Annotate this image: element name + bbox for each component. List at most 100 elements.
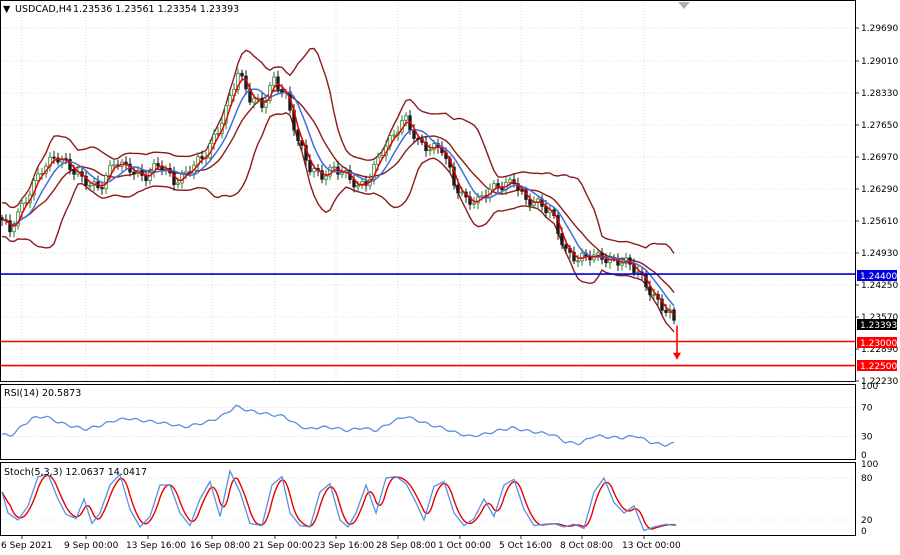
time-tick-label: 23 Sep 16:00	[314, 541, 374, 551]
moving-averages	[1, 78, 675, 315]
candle-body	[560, 233, 564, 246]
time-tick-label: 5 Oct 16:00	[499, 541, 552, 551]
candle-body	[228, 95, 232, 107]
current-price-tag: 1.23393	[857, 319, 897, 331]
price-tick-label: 1.26290	[861, 185, 898, 195]
header-arrow-icon[interactable]: ▼	[3, 4, 11, 15]
main-panel-frame	[0, 0, 856, 382]
candle	[60, 155, 64, 169]
candle	[324, 170, 328, 186]
scroll-marker-icon[interactable]	[678, 2, 690, 9]
candle	[672, 306, 676, 325]
stoch-signal-line	[1, 474, 677, 530]
candle-body	[356, 185, 360, 188]
price-tick-label: 1.29690	[861, 24, 898, 34]
candle-body	[604, 258, 608, 264]
candle-body	[596, 252, 600, 256]
candle-body	[424, 141, 428, 152]
support-level-tag: 1.24400	[857, 270, 897, 282]
stoch-panel-frame	[0, 462, 856, 536]
rsi-tick-label: 100	[861, 382, 878, 392]
candle-body	[652, 294, 656, 296]
candle-body	[564, 244, 568, 249]
bollinger-bands	[1, 47, 675, 333]
stoch-main-line	[1, 469, 677, 532]
rsi-label: RSI(14) 20.5873	[4, 388, 81, 399]
candle-body	[672, 309, 676, 321]
price-tick-label: 1.23570	[861, 313, 898, 323]
candle	[260, 92, 264, 113]
price-tick-label: 1.22890	[861, 345, 898, 355]
time-axis: 6 Sep 2021 9 Sep 00:00 13 Sep 16:00 16 Sep …	[1, 535, 681, 551]
price-tick-label: 1.28330	[861, 89, 898, 99]
horizontal-levels	[1, 273, 855, 367]
candle	[228, 90, 232, 109]
candle-body	[508, 179, 512, 183]
price-tick-label: 1.27650	[861, 121, 898, 131]
candle	[236, 68, 240, 94]
time-tick-label: 16 Sep 08:00	[190, 541, 250, 551]
candle-body	[328, 166, 332, 177]
candle-body	[496, 183, 500, 189]
candle-body	[296, 129, 300, 141]
slow-ma-line	[1, 88, 675, 307]
stoch-tick-label: 100	[861, 460, 878, 470]
candle	[548, 204, 552, 219]
rsi-tick-label: 0	[861, 451, 867, 461]
stoch-tick-label: 80	[861, 474, 873, 484]
fast-ma-line	[1, 78, 675, 315]
candle	[8, 214, 12, 238]
candle-body	[392, 134, 396, 137]
candle	[16, 208, 20, 230]
candle-body	[36, 173, 40, 181]
candle	[576, 254, 580, 268]
candle	[124, 156, 128, 170]
candle-body	[132, 171, 136, 175]
candle	[424, 136, 428, 157]
candle-body	[172, 172, 176, 185]
candle-body	[500, 187, 504, 191]
candle-body	[240, 72, 244, 77]
candle	[84, 170, 88, 191]
candle-body	[272, 76, 276, 86]
candle-body	[72, 169, 76, 175]
svg-text:1.23393: 1.23393	[860, 321, 897, 331]
candle-body	[664, 309, 668, 313]
candle-body	[376, 156, 380, 165]
candle	[120, 158, 124, 173]
svg-text:1.24400: 1.24400	[860, 272, 897, 282]
svg-text:1.22500: 1.22500	[860, 362, 897, 372]
candle-body	[20, 202, 24, 213]
time-tick-label: 9 Sep 00:00	[64, 541, 119, 551]
candle-body	[52, 156, 56, 159]
candle	[48, 152, 52, 172]
candle-body	[176, 182, 180, 185]
candle	[468, 191, 472, 210]
time-tick-label: 1 Oct 00:00	[438, 541, 491, 551]
candle	[328, 163, 332, 180]
candle-body	[200, 156, 204, 159]
candle-body	[576, 260, 580, 263]
candle	[436, 138, 440, 154]
candle-body	[456, 184, 460, 194]
candle	[572, 246, 576, 265]
candle	[596, 249, 600, 262]
price-tick-label: 1.24930	[861, 249, 898, 259]
candle	[584, 249, 588, 262]
candle	[604, 253, 608, 268]
candle	[160, 160, 164, 176]
candle-body	[84, 175, 88, 186]
candle-body	[416, 138, 420, 140]
svg-text:1.23000: 1.23000	[860, 339, 897, 349]
candle-body	[112, 164, 116, 167]
candle	[152, 158, 156, 178]
candle-body	[332, 166, 336, 169]
candle	[636, 265, 640, 279]
rsi-tick-label: 70	[861, 404, 873, 414]
candle	[660, 294, 664, 316]
candle-body	[472, 202, 476, 205]
price-tick-label: 1.22230	[861, 377, 898, 387]
candle-body	[236, 72, 240, 90]
candle-body	[428, 149, 432, 152]
